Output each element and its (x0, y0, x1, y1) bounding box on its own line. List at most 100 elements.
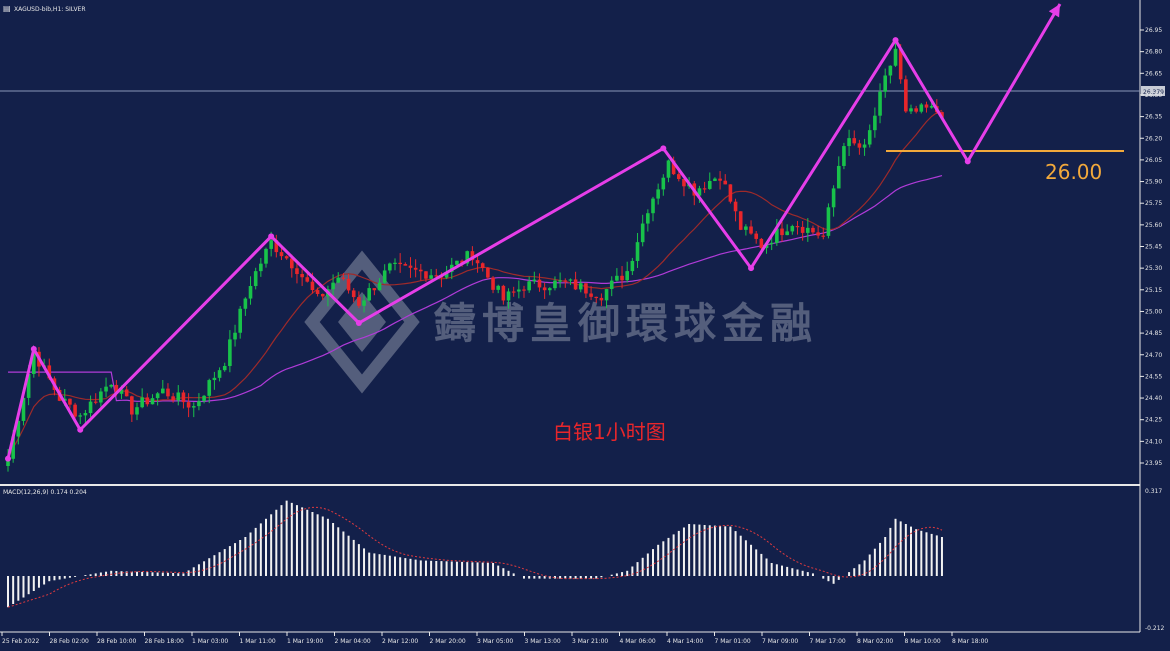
zigzag-pivot (77, 426, 84, 433)
candle-body (475, 260, 480, 264)
candle-body (532, 279, 537, 282)
candle-body (26, 373, 31, 398)
candle-body (630, 260, 635, 272)
price-tick-label: 25.45 (1145, 244, 1162, 251)
candle-body (635, 242, 640, 261)
candle-body (733, 201, 738, 212)
macd-histogram (7, 500, 943, 608)
price-tick-label: 26.80 (1145, 49, 1162, 56)
candle-body (424, 271, 428, 279)
candle-body (713, 178, 717, 181)
candle-body (202, 395, 206, 402)
candle-body (682, 178, 686, 187)
candle-body (284, 256, 289, 259)
price-tick-label: 24.55 (1145, 373, 1162, 380)
candle-body (873, 115, 877, 131)
price-tick-label: 25.30 (1145, 265, 1162, 272)
candle-body (161, 388, 165, 394)
candle-body (604, 289, 609, 301)
candle-body (88, 401, 93, 414)
candle-body (21, 397, 26, 421)
candle-body (248, 286, 253, 299)
candle-body (661, 177, 666, 190)
candle-body (408, 265, 413, 268)
time-tick-label: 4 Mar 14:00 (667, 638, 703, 645)
candle-body (878, 91, 882, 116)
candle-body (6, 458, 10, 467)
candle-body (909, 108, 913, 112)
candle-body (109, 384, 113, 387)
candle-body (904, 79, 908, 112)
candle-body (290, 258, 294, 269)
zigzag-pivot (660, 145, 667, 152)
candle-body (346, 278, 351, 291)
candle-body (924, 104, 929, 108)
candle-body (176, 392, 181, 401)
candle-body (842, 146, 846, 166)
candle-body (222, 365, 227, 371)
price-tick-label: 26.95 (1145, 27, 1162, 34)
candle-body (398, 262, 402, 265)
candle-body (914, 108, 918, 112)
candle-body (738, 211, 743, 230)
zigzag-pivot (748, 265, 755, 272)
candle-body (181, 392, 186, 403)
candle-body (274, 240, 279, 253)
candle-body (413, 267, 418, 270)
candle-body (919, 104, 924, 112)
macd-title: MACD(12,26,9) 0.174 0.204 (3, 489, 87, 496)
candle-body (501, 285, 506, 301)
candle-body (656, 189, 660, 199)
support-level-label: 26.00 (1045, 160, 1102, 184)
time-tick-label: 2 Mar 12:00 (382, 638, 418, 645)
candle-body (367, 288, 371, 301)
window-menu-icon[interactable]: ▤ (3, 4, 11, 13)
candle-body (847, 138, 851, 147)
candle-body (893, 48, 898, 66)
candle-body (811, 227, 815, 233)
candle-body (207, 380, 212, 396)
support-level: 26.00 (886, 150, 1124, 184)
candle-body (351, 290, 356, 298)
candle-body (542, 287, 547, 291)
time-tick-label: 3 Mar 21:00 (572, 638, 608, 645)
candle-body (16, 420, 21, 437)
candle-body (821, 235, 826, 237)
time-tick-label: 3 Mar 13:00 (525, 638, 561, 645)
candle-body (620, 275, 624, 281)
candle-body (548, 288, 552, 291)
candle-body (506, 291, 511, 301)
candle-body (104, 386, 108, 392)
candle-body (130, 396, 134, 415)
candle-body (145, 397, 150, 405)
candle-body (155, 393, 160, 399)
candle-body (769, 242, 774, 245)
time-tick-label: 2 Mar 20:00 (430, 638, 466, 645)
candle-body (320, 293, 325, 297)
price-tick-label: 25.75 (1145, 200, 1162, 207)
current-price-tag (1141, 86, 1165, 96)
macd-tick-label: -0.212 (1145, 625, 1165, 632)
candle-body (723, 180, 728, 185)
candle-body (11, 436, 15, 459)
candle-body (816, 232, 820, 236)
price-tick-label: 26.05 (1145, 157, 1162, 164)
candle-body (217, 370, 222, 378)
zigzag-pivot (268, 233, 275, 240)
price-tick-label: 24.25 (1145, 417, 1162, 424)
candle-body (419, 269, 423, 272)
candle-body (243, 298, 248, 309)
time-tick-label: 28 Feb 18:00 (145, 638, 185, 645)
candle-body (491, 277, 495, 290)
candle-body (806, 227, 810, 233)
candle-body (537, 279, 542, 288)
candle-body (212, 377, 217, 381)
candle-body (336, 277, 341, 283)
candle-body (527, 281, 531, 291)
price-tick-label: 24.70 (1145, 352, 1162, 359)
candle-body (300, 274, 304, 278)
candle-body (867, 130, 872, 145)
